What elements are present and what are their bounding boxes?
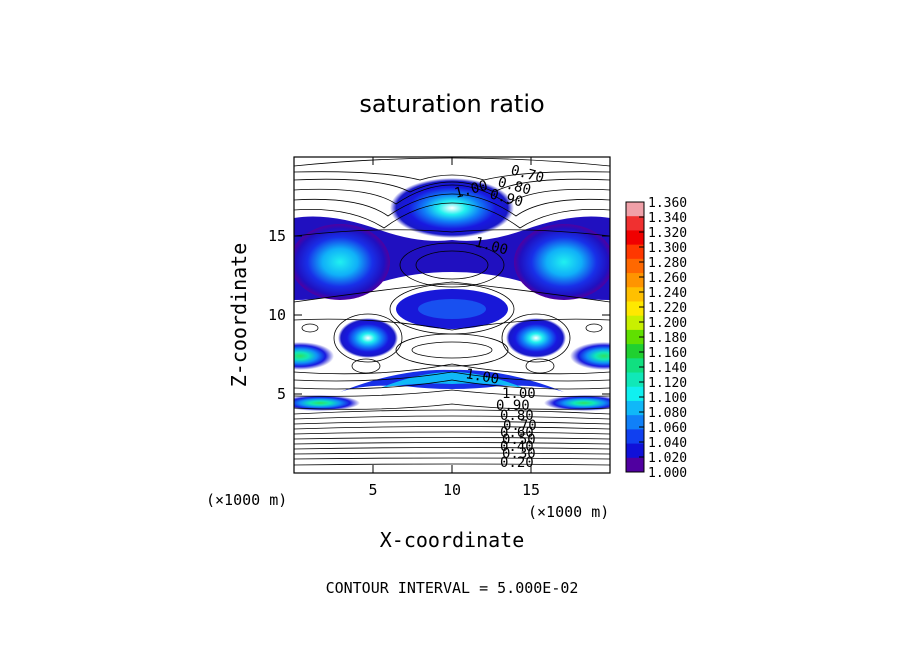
- contour-label: 1.00: [502, 386, 536, 402]
- colorbar-label: 1.340: [648, 211, 687, 226]
- contour-label: 0.60: [500, 425, 534, 441]
- contour-label: 0.80: [500, 408, 534, 424]
- colorbar-swatch: [626, 244, 644, 260]
- contour-label: 0.30: [502, 446, 536, 462]
- colorbar-label: 1.360: [648, 196, 687, 211]
- right-low-blob: [506, 318, 566, 358]
- left-edge-patch: [294, 342, 334, 370]
- colorbar-label: 1.320: [648, 226, 687, 241]
- x-tick-label: 15: [522, 481, 540, 499]
- contour-label: 0.70: [503, 418, 537, 434]
- colorbar-label: 1.280: [648, 256, 687, 271]
- y-tick-label: 15: [268, 227, 286, 245]
- x-unit-label-right: (×1000 m): [528, 503, 609, 521]
- colorbar-label: 1.120: [648, 376, 687, 391]
- colorbar-swatch: [626, 386, 644, 402]
- colorbar-swatch: [626, 372, 644, 388]
- colorbar-label: 1.260: [648, 271, 687, 286]
- colorbar-label: 1.040: [648, 436, 687, 451]
- colorbar-swatch: [626, 429, 644, 445]
- colorbar-swatch: [626, 400, 644, 416]
- y-axis-label: Z-coordinate: [227, 243, 251, 388]
- colorbar-label: 1.160: [648, 346, 687, 361]
- colorbar-label: 1.300: [648, 241, 687, 256]
- colorbar-swatch: [626, 230, 644, 246]
- y-axis-ticks: 5 10 15: [268, 227, 610, 403]
- colorbar-label: 1.000: [648, 466, 687, 481]
- colorbar-swatch: [626, 358, 644, 374]
- colorbar-swatch: [626, 216, 644, 231]
- top-cap-blob: [390, 178, 514, 238]
- contour-label: 0.90: [496, 398, 530, 414]
- saturation-field: [294, 157, 610, 466]
- x-unit-label-left: (×1000 m): [206, 491, 287, 509]
- contour-label: 0.40: [500, 439, 534, 455]
- left-side-blob: [294, 224, 390, 300]
- contour-label: 1.00: [464, 366, 500, 388]
- middle-blob-core: [418, 299, 486, 319]
- contour-interval-note: CONTOUR INTERVAL = 5.000E-02: [326, 579, 579, 597]
- x-axis-ticks: 5 10 15: [368, 157, 540, 499]
- y-tick-label: 5: [277, 385, 286, 403]
- colorbar-label: 1.140: [648, 361, 687, 376]
- y-tick-label: 10: [268, 306, 286, 324]
- colorbar-swatch: [626, 443, 644, 459]
- colorbar-label: 1.060: [648, 421, 687, 436]
- contour-label: 0.50: [502, 432, 536, 448]
- contour-lines: [294, 157, 610, 466]
- contour-label: 0.20: [500, 455, 534, 471]
- colorbar-swatch: [626, 457, 644, 473]
- colorbar-swatch: [626, 258, 644, 274]
- colorbar-label: 1.020: [648, 451, 687, 466]
- colorbar-label: 1.200: [648, 316, 687, 331]
- colorbar-swatch: [626, 273, 644, 288]
- right-side-blob: [514, 224, 610, 300]
- colorbar-label: 1.100: [648, 391, 687, 406]
- colorbar-swatch: [626, 202, 644, 217]
- colorbar-swatch: [626, 344, 644, 359]
- left-low-blob: [338, 318, 398, 358]
- x-tick-label: 5: [368, 481, 377, 499]
- colorbar-label: 1.220: [648, 301, 687, 316]
- right-edge-patch: [570, 342, 610, 370]
- x-axis-label: X-coordinate: [380, 528, 525, 552]
- colorbar-swatch: [626, 315, 644, 331]
- x-tick-label: 10: [443, 481, 461, 499]
- chart-title: saturation ratio: [359, 90, 544, 118]
- colorbar-label: 1.080: [648, 406, 687, 421]
- colorbar-swatch: [626, 301, 644, 317]
- colorbar-swatch: [626, 415, 644, 430]
- colorbar-swatch: [626, 287, 644, 302]
- colorbar-label: 1.240: [648, 286, 687, 301]
- bottom-left-patch: [294, 395, 360, 411]
- colorbar-label: 1.180: [648, 331, 687, 346]
- bottom-right-patch: [544, 395, 610, 411]
- colorbar-swatch: [626, 329, 644, 345]
- colorbar: 1.3601.3401.3201.3001.2801.2601.2401.220…: [625, 196, 687, 481]
